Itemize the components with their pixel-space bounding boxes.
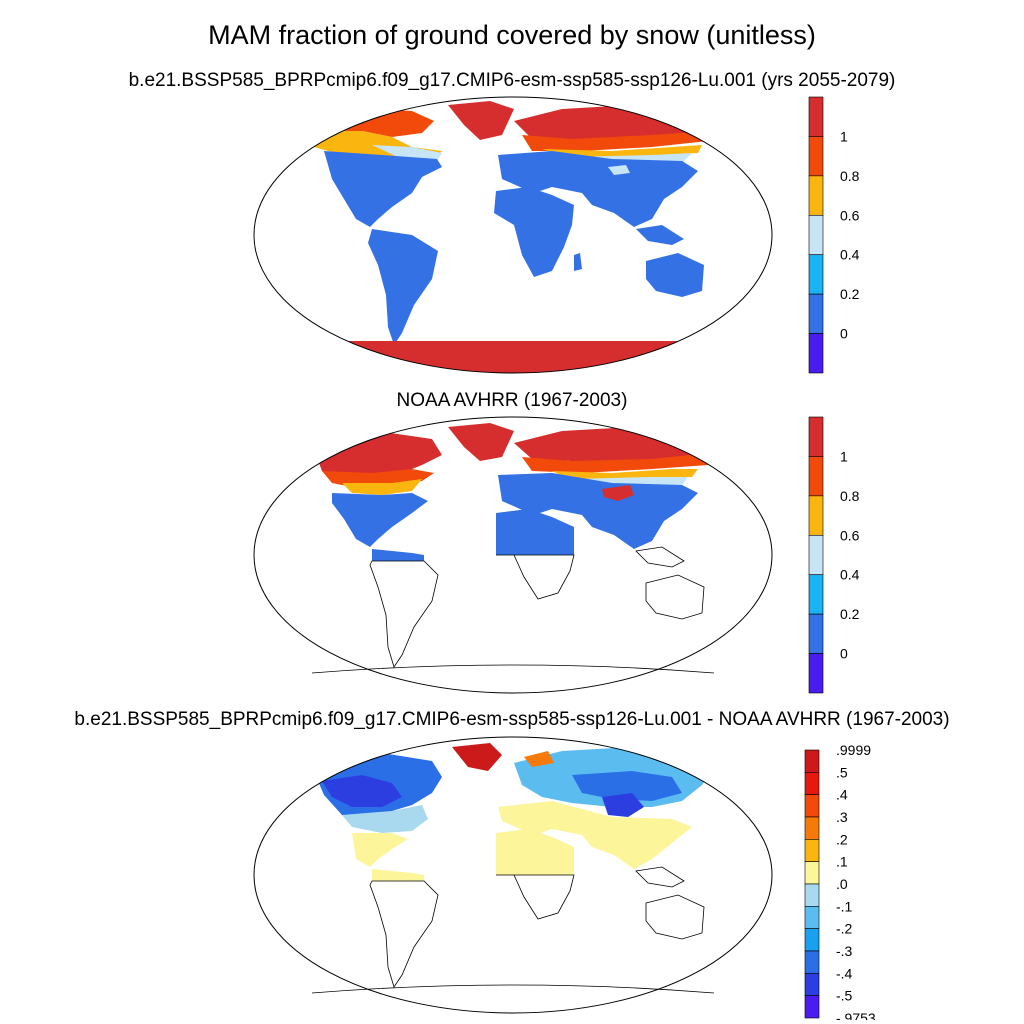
colorbar-tick-label: -.9753	[836, 1010, 876, 1020]
colorbar-swatch	[808, 416, 824, 457]
colorbar-swatch	[808, 574, 824, 615]
colorbar-tick-label: .5	[836, 764, 848, 780]
colorbar-tick-label: .1	[836, 854, 848, 870]
colorbar-model: 1 0.8 0.6 0.4 0.2 0	[808, 96, 860, 374]
colorbar-swatch	[808, 534, 824, 576]
colorbar-tick-label: 0.6	[840, 207, 860, 223]
colorbar-swatch	[804, 772, 820, 795]
colorbar-swatch	[804, 995, 820, 1019]
colorbar-swatch	[808, 96, 824, 137]
colorbar-observations: 1 0.8 0.6 0.4 0.2 0	[808, 416, 860, 694]
colorbar-tick-label: -.2	[836, 921, 853, 937]
panel-title-model: b.e21.BSSP585_BPRPcmip6.f09_g17.CMIP6-es…	[128, 70, 896, 91]
colorbar-tick-label: 0.6	[840, 527, 860, 543]
colorbar-tick-label: 0.8	[840, 488, 860, 504]
colorbar-swatch	[808, 333, 824, 374]
panel-title-difference: b.e21.BSSP585_BPRPcmip6.f09_g17.CMIP6-es…	[74, 709, 950, 730]
colorbar-swatch	[804, 839, 820, 862]
map-panel-difference	[253, 736, 773, 1014]
colorbar-swatch	[804, 928, 820, 952]
panel-title-observations: NOAA AVHRR (1967-2003)	[396, 390, 628, 411]
colorbar-swatch	[804, 861, 820, 885]
colorbar-swatch	[808, 175, 824, 216]
colorbar-tick-label: .9999	[836, 742, 871, 758]
colorbar-tick-label: -.1	[836, 898, 853, 914]
colorbar-swatch	[808, 293, 824, 334]
colorbar-tick-label: 0.8	[840, 168, 860, 184]
colorbar-swatch	[804, 794, 820, 818]
colorbar-swatch	[808, 653, 824, 694]
colorbar-swatch	[804, 749, 820, 773]
colorbar-tick-label: -.3	[836, 943, 853, 959]
colorbar-swatch	[808, 214, 824, 256]
colorbar-swatch	[808, 136, 824, 177]
colorbar-swatch	[804, 973, 820, 996]
colorbar-tick-label: .0	[836, 876, 848, 892]
map-panel-observations	[253, 416, 773, 694]
colorbar-tick-label: .4	[836, 787, 848, 803]
colorbar-tick-label: 0	[840, 326, 848, 342]
colorbar-tick-label: 0.4	[840, 567, 860, 583]
colorbar-tick-label: .3	[836, 809, 848, 825]
map-panel-model	[253, 96, 773, 374]
colorbar-swatch	[804, 816, 820, 840]
colorbar-tick-label: 0.4	[840, 247, 860, 263]
colorbar-tick-label: 0.2	[840, 606, 860, 622]
colorbar-tick-label: -.5	[836, 988, 853, 1004]
colorbar-swatch	[804, 883, 820, 907]
colorbar-tick-label: .2	[836, 831, 848, 847]
colorbar-tick-label: -.4	[836, 965, 853, 981]
main-title: MAM fraction of ground covered by snow (…	[208, 20, 816, 50]
colorbar-swatch	[808, 495, 824, 536]
colorbar-difference: .9999 .5 .4 .3 .2 .1 .0 -.1 -.2 -.3 -.4 -.5 -.9753	[804, 742, 876, 1020]
colorbar-tick-label: 0.2	[840, 286, 860, 302]
colorbar-tick-label: 1	[840, 448, 848, 464]
colorbar-swatch	[808, 254, 824, 295]
colorbar-swatch	[808, 613, 824, 654]
colorbar-swatch	[804, 906, 820, 929]
colorbar-swatch	[808, 456, 824, 497]
colorbar-tick-label: 1	[840, 128, 848, 144]
colorbar-swatch	[804, 950, 820, 974]
colorbar-tick-label: 0	[840, 646, 848, 662]
